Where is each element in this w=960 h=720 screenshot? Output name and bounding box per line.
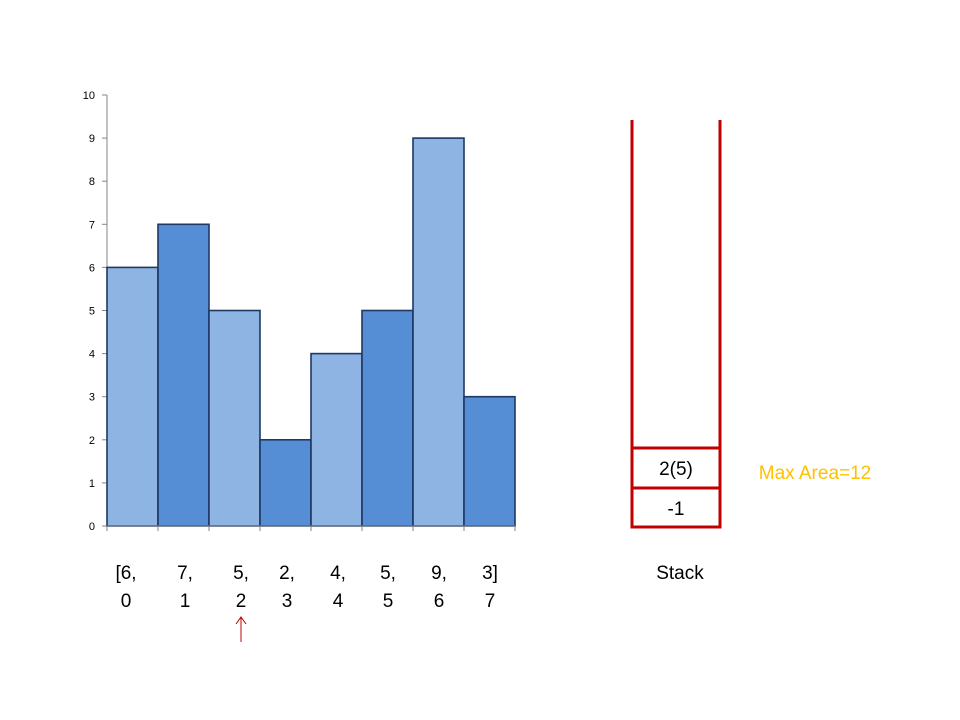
stack-cell-label: 2(5) [659, 459, 693, 480]
y-tick-label: 6 [89, 262, 95, 274]
bar-7 [463, 395, 516, 527]
array-index-label: 2 [236, 591, 247, 612]
bar-5 [361, 309, 414, 527]
y-tick-label: 10 [83, 90, 95, 102]
bar-0 [106, 266, 159, 527]
stack-cells: 2(5) -1 [632, 446, 720, 520]
y-tick-label: 9 [89, 133, 95, 145]
stack-label: Stack [656, 563, 704, 584]
array-index-label: 0 [121, 591, 132, 612]
array-index-label: 5 [383, 591, 394, 612]
stack-cell-label: -1 [668, 499, 685, 520]
bar-6 [412, 137, 465, 527]
array-index-label: 1 [180, 591, 191, 612]
array-value-label: 5, [233, 563, 249, 584]
y-tick-label: 2 [89, 435, 95, 447]
y-tick-label: 7 [89, 219, 95, 231]
y-tick-label: 3 [89, 392, 95, 404]
array-index-label: 3 [282, 591, 293, 612]
current-index-pointer [235, 616, 247, 642]
array-index-label: 4 [333, 591, 344, 612]
y-tick-label: 8 [89, 176, 95, 188]
histogram-chart: 0 1 2 3 4 5 6 7 8 9 10 [83, 90, 516, 533]
array-index-label: 6 [434, 591, 445, 612]
y-axis: 0 1 2 3 4 5 6 7 8 9 10 [83, 90, 108, 533]
max-area-label: Max Area=12 [759, 463, 872, 484]
array-labels: [6, 7, 5, 2, 4, 5, 9, 3] 0 1 2 3 4 5 6 7 [115, 563, 497, 612]
array-value-label: 4, [330, 563, 346, 584]
bar-2 [208, 309, 261, 527]
array-index-label: 7 [485, 591, 496, 612]
y-tick-label: 4 [89, 349, 95, 361]
array-value-label: 2, [279, 563, 295, 584]
bar-1 [157, 223, 210, 527]
y-tick-label: 0 [89, 521, 95, 533]
bar-4 [310, 352, 363, 527]
bar-3 [259, 438, 312, 527]
y-tick-label: 1 [89, 478, 95, 490]
bars-group [106, 137, 516, 527]
x-axis [106, 525, 516, 531]
array-value-label: 3] [482, 563, 498, 584]
array-value-label: [6, [115, 563, 136, 584]
array-value-label: 9, [431, 563, 447, 584]
pointer-arrow-head [235, 616, 247, 625]
array-value-label: 7, [177, 563, 193, 584]
y-tick-label: 5 [89, 306, 95, 318]
array-value-label: 5, [380, 563, 396, 584]
stack-container: 2(5) -1 Stack [630, 120, 722, 584]
